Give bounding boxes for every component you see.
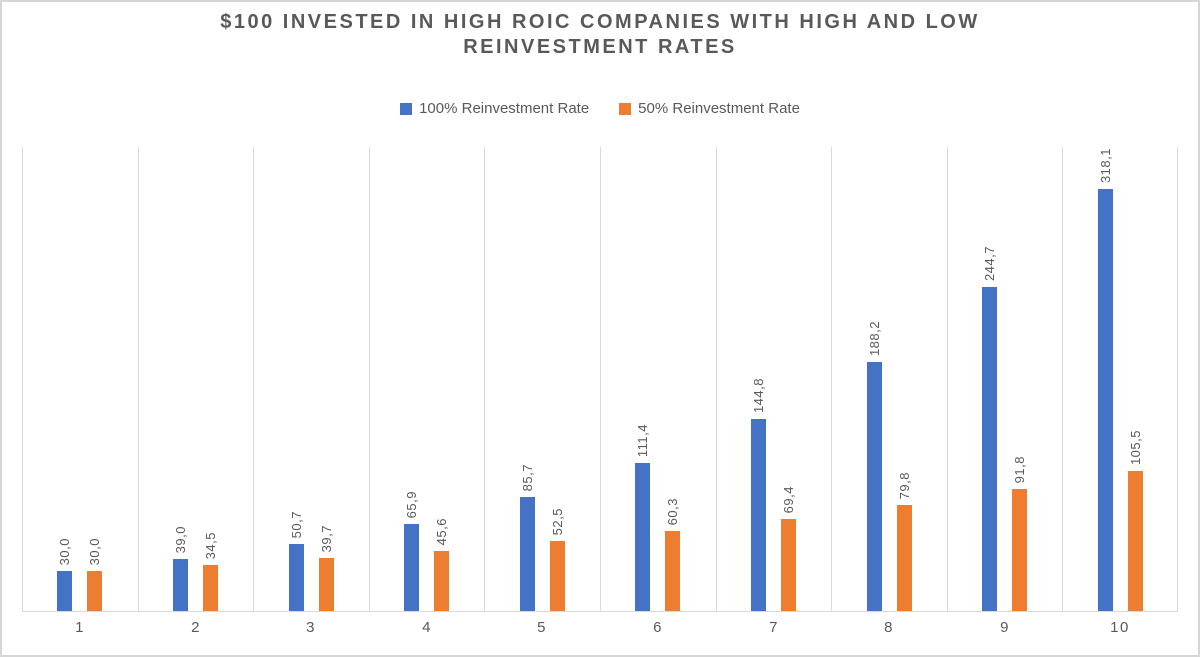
data-label: 34,5	[203, 531, 218, 559]
bar-series1-cat10	[1098, 189, 1113, 611]
data-label: 318,1	[1098, 147, 1113, 183]
data-label: 105,5	[1128, 429, 1143, 465]
bar-series1-cat3	[289, 544, 304, 611]
bar-series2-cat10	[1128, 471, 1143, 611]
bar-series1-cat8	[867, 362, 882, 611]
x-tick-label: 5	[537, 619, 547, 636]
data-label: 50,7	[289, 510, 304, 538]
bar-series2-cat7	[781, 519, 796, 611]
gridline	[1062, 147, 1063, 611]
data-label: 30,0	[87, 537, 102, 565]
x-tick-label: 6	[653, 619, 663, 636]
x-tick-label: 10	[1110, 619, 1130, 636]
gridline	[716, 147, 717, 611]
data-label: 111,4	[635, 423, 650, 457]
data-label: 91,8	[1012, 455, 1027, 483]
legend-swatch-blue-icon	[400, 102, 413, 115]
data-label: 30,0	[57, 537, 72, 565]
chart-title: $100 INVESTED IN HIGH ROIC COMPANIES WIT…	[2, 10, 1198, 60]
chart-title-line-2: REINVESTMENT RATES	[463, 36, 737, 58]
data-label: 144,8	[751, 377, 766, 413]
gridline	[484, 147, 485, 611]
data-label: 244,7	[982, 245, 997, 281]
data-label: 69,4	[781, 485, 796, 513]
bar-series2-cat4	[434, 551, 449, 611]
legend-label-100pct: 100% Reinvestment Rate	[419, 100, 590, 117]
x-tick-label: 8	[884, 619, 894, 636]
gridline	[947, 147, 948, 611]
legend-label-50pct: 50% Reinvestment Rate	[638, 100, 800, 117]
data-label: 79,8	[897, 471, 912, 499]
x-tick-label: 1	[75, 619, 85, 636]
plot-area: 30,0 39,0 50,7 65,9 85,7 111,4 144,8 188,2 244,7…	[22, 147, 1178, 612]
gridline	[600, 147, 601, 611]
bar-series2-cat1	[87, 571, 102, 611]
gridline	[369, 147, 370, 611]
chart-title-line-1: $100 INVESTED IN HIGH ROIC COMPANIES WIT…	[220, 11, 980, 33]
bar-series2-cat2	[203, 565, 218, 611]
bar-series2-cat6	[665, 531, 680, 611]
x-tick-label: 3	[306, 619, 316, 636]
x-tick-label: 2	[191, 619, 201, 636]
gridline	[22, 147, 23, 611]
bar-series1-cat5	[520, 497, 535, 611]
gridline	[1177, 147, 1178, 611]
bar-series2-cat8	[897, 505, 912, 611]
bar-series1-cat4	[404, 524, 419, 611]
data-label: 39,7	[319, 524, 334, 552]
bar-series2-cat3	[319, 558, 334, 611]
data-label: 52,5	[550, 507, 565, 535]
bar-series1-cat6	[635, 463, 650, 611]
data-label: 85,7	[520, 463, 535, 491]
x-tick-label: 9	[1000, 619, 1010, 636]
legend-swatch-orange-icon	[619, 102, 632, 115]
bar-series1-cat9	[982, 287, 997, 611]
data-label: 188,2	[867, 320, 882, 356]
gridline	[138, 147, 139, 611]
x-axis-labels: 1 2 3 4 5 6 7 8 9 10	[22, 619, 1178, 641]
x-tick-label: 7	[769, 619, 779, 636]
gridline	[831, 147, 832, 611]
x-tick-label: 4	[422, 619, 432, 636]
data-label: 39,0	[173, 525, 188, 553]
bar-series2-cat9	[1012, 489, 1027, 611]
data-label: 65,9	[404, 490, 419, 518]
bar-series1-cat7	[751, 419, 766, 611]
data-label: 60,3	[665, 497, 680, 525]
legend: 100% Reinvestment Rate 50% Reinvestment …	[2, 100, 1198, 117]
data-label: 45,6	[434, 517, 449, 545]
legend-item-50pct-reinvestment: 50% Reinvestment Rate	[619, 100, 800, 117]
gridline	[253, 147, 254, 611]
bar-series2-cat5	[550, 541, 565, 611]
bar-series1-cat2	[173, 559, 188, 611]
bar-series1-cat1	[57, 571, 72, 611]
legend-item-100pct-reinvestment: 100% Reinvestment Rate	[400, 100, 589, 117]
